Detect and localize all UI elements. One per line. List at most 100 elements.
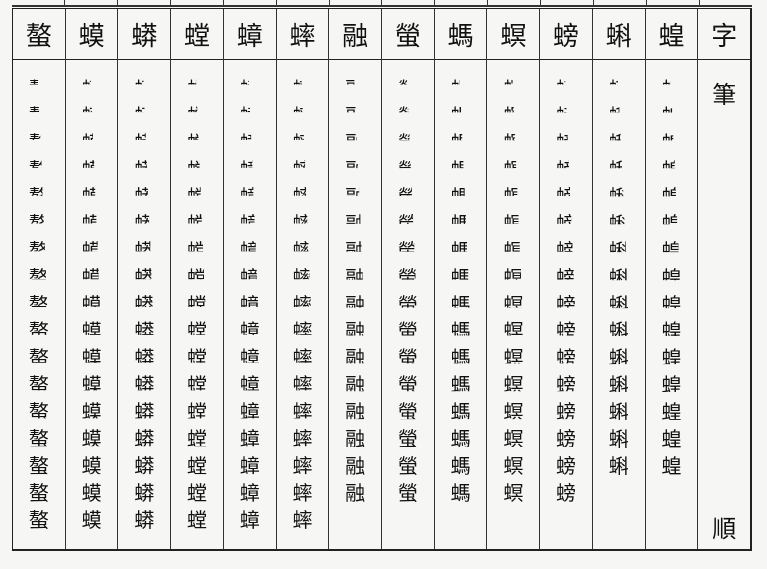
stroke-step: 蝌 [593,452,645,479]
stroke-step-glyph: 融 [345,77,366,102]
stroke-step: 螳 [171,426,223,453]
stroke-step-glyph: 螢 [397,319,418,344]
stroke-step-glyph: 蟑 [239,131,260,156]
stroke-step: 蟑 [224,345,276,372]
column-header-character: 蝗 [645,9,698,60]
stroke-step: 蟆 [66,184,118,211]
stroke-step: 螟 [487,291,539,318]
stroke-steps: 蟆蟆蟆蟆蟆蟆蟆蟆蟆蟆蟆蟆蟆蟆蟆蟆蟆 [66,76,118,533]
stroke-step-glyph: 蝌 [608,104,629,129]
stroke-step-glyph: 螃 [556,292,577,317]
stroke-step: 融 [329,399,381,426]
stroke-step: 螳 [171,399,223,426]
stroke-step-glyph: 螢 [397,185,418,209]
stroke-step: 蝗 [646,345,698,372]
stroke-step: 螞 [435,426,487,453]
stroke-step-glyph: 蝗 [661,346,682,371]
stroke-step: 螢 [382,345,434,372]
stroke-step-glyph: 螃 [556,104,577,129]
stroke-step: 螯 [13,479,65,506]
stroke-step-glyph: 蟑 [239,507,260,532]
label-middle: 筆 [712,81,737,109]
stroke-step-glyph: 蟒 [134,373,155,398]
stroke-step-glyph: 融 [345,400,366,425]
stroke-step-glyph: 螯 [28,507,49,532]
stroke-step-glyph: 蟀 [292,265,313,290]
stroke-step-glyph: 螃 [556,453,577,478]
stroke-step: 融 [329,479,381,506]
stroke-step: 融 [329,345,381,372]
stroke-step: 蟆 [66,76,118,103]
stroke-step-glyph: 螞 [450,265,471,290]
stroke-step: 螳 [171,76,223,103]
stroke-step: 蟆 [66,506,118,533]
stroke-step: 螯 [13,372,65,399]
stroke-step-glyph: 螳 [187,104,208,129]
stroke-step: 螃 [540,210,592,237]
stroke-step: 螳 [171,452,223,479]
stroke-step: 蟀 [277,130,329,157]
stroke-step-glyph: 螟 [503,131,524,156]
stroke-step: 螯 [13,210,65,237]
stroke-step-glyph: 蝌 [608,373,629,398]
stroke-step-glyph: 螃 [556,131,577,156]
stroke-step-glyph: 螢 [397,211,418,236]
stroke-step-glyph: 螟 [503,265,524,290]
stroke-step: 螯 [13,452,65,479]
stroke-step: 螃 [540,318,592,345]
stroke-step-glyph: 螟 [503,292,524,317]
stroke-step: 螞 [435,264,487,291]
stroke-step: 螟 [487,103,539,130]
stroke-step: 蟆 [66,318,118,345]
character-column: 螟螟螟螟螟螟螟螟螟螟螟螟螟螟螟螟螟 [487,9,541,549]
stroke-step-glyph: 螃 [556,346,577,371]
stroke-step: 螢 [382,399,434,426]
stroke-step: 蟀 [277,506,329,533]
stroke-step-glyph: 螃 [556,211,577,236]
column-header-character: 螢 [382,9,434,60]
stroke-step-glyph: 蝗 [661,131,682,156]
stroke-step-glyph: 蟑 [239,319,260,344]
stroke-step-glyph: 蟑 [239,265,260,290]
stroke-step: 蟀 [277,103,329,130]
stroke-step: 蟀 [277,479,329,506]
character-column: 融融融融融融融融融融融融融融融融融 [329,9,383,549]
stroke-step-glyph: 融 [345,292,366,317]
stroke-step: 螃 [540,479,592,506]
stroke-step-glyph: 蟑 [239,453,260,478]
stroke-step: 螟 [487,130,539,157]
stroke-step-glyph: 蟒 [134,265,155,290]
stroke-steps: 螃螃螃螃螃螃螃螃螃螃螃螃螃螃螃螃 [540,76,592,506]
stroke-step-glyph: 蟑 [239,400,260,425]
stroke-step: 蝗 [646,318,698,345]
stroke-step: 螃 [540,76,592,103]
stroke-step-glyph: 蟒 [134,453,155,478]
stroke-step-glyph: 蟑 [239,185,260,209]
stroke-step: 蝗 [646,210,698,237]
stroke-step: 螃 [540,345,592,372]
character-column: 蝌蝌蝌蝌蝌蝌蝌蝌蝌蝌蝌蝌蝌蝌蝌蝌 [592,9,646,549]
stroke-step-glyph: 蟒 [134,238,155,263]
stroke-step-glyph: 螟 [503,104,524,129]
stroke-step-glyph: 螞 [450,427,471,452]
stroke-step-glyph: 蟀 [292,104,313,129]
stroke-step-glyph: 融 [345,238,366,263]
stroke-step: 蟆 [66,130,118,157]
stroke-step: 蟑 [224,426,276,453]
stroke-step-glyph: 螃 [556,77,577,102]
stroke-step-glyph: 螢 [397,265,418,290]
character-column: 蟆蟆蟆蟆蟆蟆蟆蟆蟆蟆蟆蟆蟆蟆蟆蟆蟆蟆 [65,9,119,549]
stroke-step: 螯 [13,103,65,130]
stroke-step: 螃 [540,103,592,130]
character-column: 螞螞螞螞螞螞螞螞螞螞螞螞螞螞螞螞螞 [434,9,488,549]
character-column: 螳螳螳螳螳螳螳螳螳螳螳螳螳螳螳螳螳螳 [171,9,224,549]
stroke-step-glyph: 蝗 [661,158,682,183]
stroke-step-glyph: 蝌 [608,453,629,478]
stroke-step: 螟 [487,345,539,372]
stroke-step: 螯 [13,264,65,291]
stroke-step-glyph: 螃 [556,158,577,183]
stroke-step-glyph: 螟 [503,400,524,425]
stroke-step-glyph: 蝗 [661,77,682,102]
stroke-step: 蟒 [118,452,170,479]
stroke-step: 蟒 [118,103,170,130]
